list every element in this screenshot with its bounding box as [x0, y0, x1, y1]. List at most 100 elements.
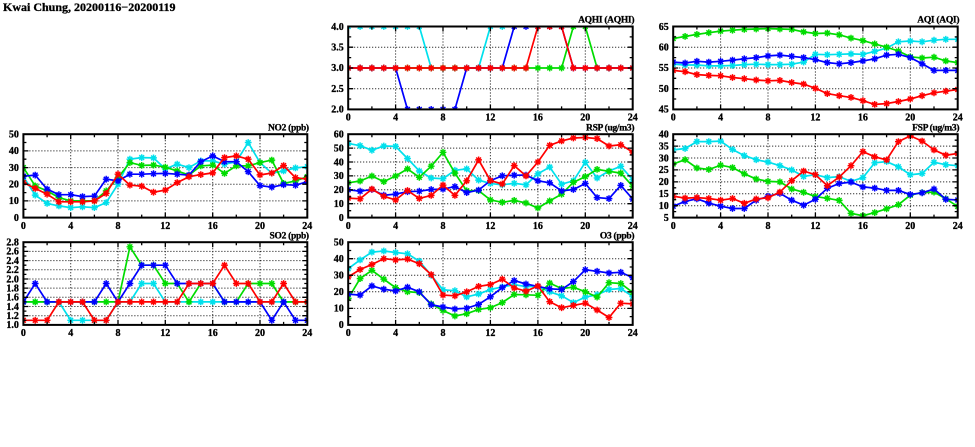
svg-text:3.0: 3.0 — [331, 63, 344, 74]
svg-text:0: 0 — [346, 328, 351, 339]
svg-text:40: 40 — [334, 254, 344, 265]
svg-text:60: 60 — [659, 43, 669, 54]
svg-text:2.6: 2.6 — [6, 247, 19, 258]
svg-text:40: 40 — [659, 130, 669, 141]
svg-text:30: 30 — [9, 163, 19, 174]
svg-text:12: 12 — [485, 328, 495, 339]
svg-text:1.2: 1.2 — [6, 311, 19, 322]
svg-text:2.5: 2.5 — [331, 84, 344, 95]
svg-text:24: 24 — [302, 328, 312, 339]
svg-text:20: 20 — [255, 328, 265, 339]
svg-text:8: 8 — [441, 221, 446, 232]
svg-text:Kwai Chung, 20200116−20200119: Kwai Chung, 20200116−20200119 — [3, 0, 176, 14]
svg-text:8: 8 — [116, 328, 121, 339]
svg-text:40: 40 — [9, 146, 19, 157]
svg-text:35: 35 — [659, 141, 669, 152]
svg-text:1.8: 1.8 — [6, 283, 19, 294]
svg-text:0: 0 — [671, 113, 676, 124]
svg-text:12: 12 — [160, 221, 170, 232]
svg-text:0: 0 — [346, 113, 351, 124]
svg-text:16: 16 — [533, 113, 543, 124]
svg-text:4: 4 — [718, 113, 723, 124]
svg-text:65: 65 — [659, 22, 669, 33]
svg-text:0: 0 — [14, 213, 19, 224]
svg-text:20: 20 — [334, 185, 344, 196]
svg-text:40: 40 — [334, 157, 344, 168]
svg-text:30: 30 — [334, 271, 344, 282]
svg-text:2.4: 2.4 — [6, 256, 19, 267]
svg-text:15: 15 — [659, 189, 669, 200]
svg-text:0: 0 — [339, 320, 344, 331]
svg-text:20: 20 — [905, 221, 915, 232]
svg-text:20: 20 — [334, 287, 344, 298]
svg-text:4: 4 — [393, 221, 398, 232]
svg-text:24: 24 — [953, 221, 963, 232]
svg-text:20: 20 — [905, 113, 915, 124]
svg-text:12: 12 — [485, 221, 495, 232]
svg-text:2.2: 2.2 — [6, 265, 19, 276]
svg-text:24: 24 — [628, 113, 638, 124]
svg-text:0: 0 — [339, 213, 344, 224]
svg-text:10: 10 — [334, 304, 344, 315]
svg-text:25: 25 — [659, 165, 669, 176]
svg-text:60: 60 — [334, 130, 344, 141]
svg-text:0: 0 — [21, 221, 26, 232]
svg-text:0: 0 — [21, 328, 26, 339]
svg-text:2.8: 2.8 — [6, 238, 19, 249]
svg-text:0: 0 — [346, 221, 351, 232]
svg-text:16: 16 — [208, 221, 218, 232]
svg-text:12: 12 — [810, 221, 820, 232]
svg-text:20: 20 — [255, 221, 265, 232]
svg-text:45: 45 — [659, 105, 669, 116]
svg-text:1.4: 1.4 — [6, 302, 19, 313]
svg-text:16: 16 — [533, 328, 543, 339]
svg-text:20: 20 — [659, 177, 669, 188]
svg-text:10: 10 — [334, 199, 344, 210]
svg-text:24: 24 — [302, 221, 312, 232]
svg-text:55: 55 — [659, 63, 669, 74]
svg-text:AQI (AQI): AQI (AQI) — [917, 15, 959, 26]
svg-text:3.5: 3.5 — [331, 43, 344, 54]
svg-text:10: 10 — [9, 196, 19, 207]
svg-text:24: 24 — [628, 221, 638, 232]
svg-text:5: 5 — [664, 213, 669, 224]
svg-text:2.0: 2.0 — [6, 274, 19, 285]
svg-text:4: 4 — [68, 328, 73, 339]
svg-text:4.0: 4.0 — [331, 22, 344, 33]
svg-text:FSP (ug/m3): FSP (ug/m3) — [912, 122, 959, 133]
svg-text:16: 16 — [858, 221, 868, 232]
svg-text:12: 12 — [160, 328, 170, 339]
svg-text:20: 20 — [580, 113, 590, 124]
svg-text:24: 24 — [953, 113, 963, 124]
svg-text:10: 10 — [659, 201, 669, 212]
svg-text:12: 12 — [810, 113, 820, 124]
svg-text:4: 4 — [393, 113, 398, 124]
svg-text:AQHI (AQHI): AQHI (AQHI) — [578, 15, 634, 26]
svg-text:O3 (ppb): O3 (ppb) — [600, 230, 634, 241]
svg-text:1.6: 1.6 — [6, 293, 19, 304]
svg-text:8: 8 — [766, 113, 771, 124]
svg-text:NO2 (ppb): NO2 (ppb) — [268, 122, 309, 133]
svg-text:50: 50 — [9, 130, 19, 141]
svg-text:8: 8 — [116, 221, 121, 232]
svg-text:RSP (ug/m3): RSP (ug/m3) — [586, 122, 634, 133]
svg-text:12: 12 — [485, 113, 495, 124]
svg-text:20: 20 — [580, 221, 590, 232]
svg-text:24: 24 — [628, 328, 638, 339]
svg-text:SO2 (ppb): SO2 (ppb) — [270, 230, 309, 241]
svg-text:2.0: 2.0 — [331, 105, 344, 116]
svg-text:4: 4 — [68, 221, 73, 232]
svg-text:50: 50 — [334, 143, 344, 154]
svg-text:4: 4 — [718, 221, 723, 232]
svg-text:0: 0 — [671, 221, 676, 232]
svg-text:50: 50 — [334, 238, 344, 249]
svg-text:8: 8 — [766, 221, 771, 232]
svg-text:16: 16 — [858, 113, 868, 124]
svg-text:16: 16 — [533, 221, 543, 232]
svg-text:30: 30 — [334, 171, 344, 182]
svg-text:30: 30 — [659, 153, 669, 164]
svg-text:8: 8 — [441, 328, 446, 339]
svg-text:50: 50 — [659, 84, 669, 95]
svg-text:20: 20 — [580, 328, 590, 339]
svg-text:20: 20 — [9, 180, 19, 191]
